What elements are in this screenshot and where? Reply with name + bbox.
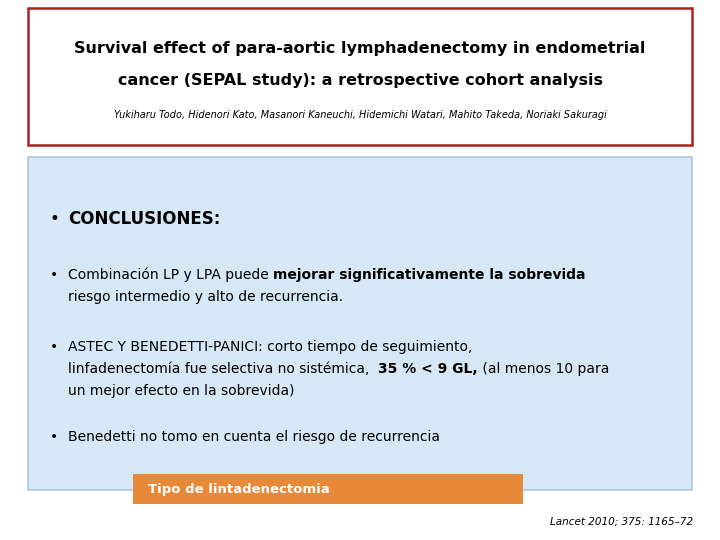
- Text: cancer (SEPAL study): a retrospective cohort analysis: cancer (SEPAL study): a retrospective co…: [117, 72, 603, 87]
- Text: 35 % < 9 GL,: 35 % < 9 GL,: [378, 362, 478, 376]
- Text: un mejor efecto en la sobrevida): un mejor efecto en la sobrevida): [68, 384, 294, 398]
- Text: Yukiharu Todo, Hidenori Kato, Masanori Kaneuchi, Hidemichi Watari, Mahito Takeda: Yukiharu Todo, Hidenori Kato, Masanori K…: [114, 110, 606, 120]
- Text: •: •: [50, 430, 58, 444]
- Text: Benedetti no tomo en cuenta el riesgo de recurrencia: Benedetti no tomo en cuenta el riesgo de…: [68, 430, 440, 444]
- Text: Survival effect of para-aortic lymphadenectomy in endometrial: Survival effect of para-aortic lymphaden…: [74, 40, 646, 56]
- Text: riesgo intermedio y alto de recurrencia.: riesgo intermedio y alto de recurrencia.: [68, 290, 343, 304]
- Text: •: •: [50, 268, 58, 282]
- Text: •: •: [50, 210, 60, 228]
- FancyBboxPatch shape: [28, 157, 692, 490]
- Text: ASTEC Y BENEDETTI-PANICI: corto tiempo de seguimiento,: ASTEC Y BENEDETTI-PANICI: corto tiempo d…: [68, 340, 472, 354]
- Text: Combinación LP y LPA puede: Combinación LP y LPA puede: [68, 268, 273, 282]
- Text: •: •: [50, 340, 58, 354]
- FancyBboxPatch shape: [28, 8, 692, 145]
- Text: Tipo de lintadenectomia: Tipo de lintadenectomia: [148, 483, 330, 496]
- Text: CONCLUSIONES:: CONCLUSIONES:: [68, 210, 220, 228]
- Text: (al menos 10 para: (al menos 10 para: [478, 362, 609, 376]
- Text: linfadenectomía fue selectiva no sistémica,: linfadenectomía fue selectiva no sistémi…: [68, 362, 378, 376]
- FancyBboxPatch shape: [133, 474, 523, 504]
- Text: Lancet 2010; 375: 1165–72: Lancet 2010; 375: 1165–72: [550, 517, 693, 527]
- Text: mejorar significativamente la sobrevida: mejorar significativamente la sobrevida: [273, 268, 585, 282]
